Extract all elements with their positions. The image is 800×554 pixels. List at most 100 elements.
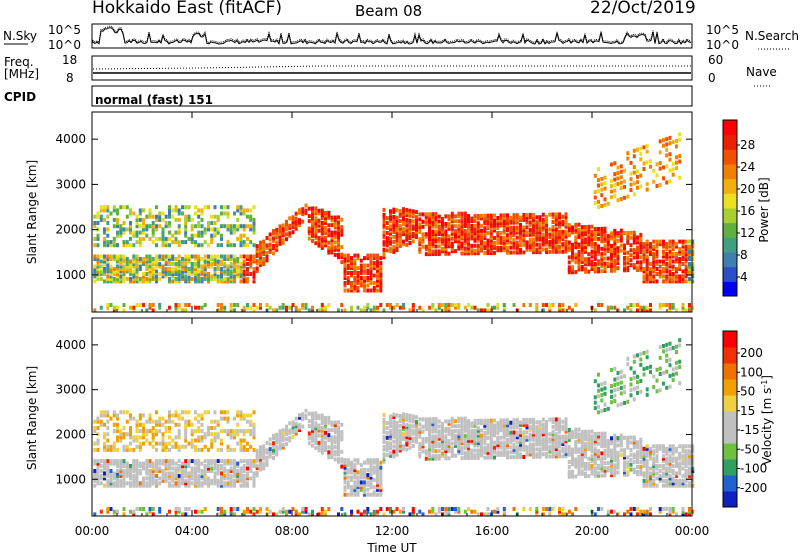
heatmap-cell [236,264,240,269]
heatmap-cell [457,229,461,234]
heatmap-cell [122,473,126,478]
heatmap-cell [320,438,324,443]
heatmap-cell [265,455,269,460]
heatmap-cell [411,419,415,424]
heatmap-cell [252,227,256,232]
heatmap-cell [610,258,613,263]
heatmap-cell [320,507,324,511]
heatmap-cell [424,439,428,444]
heatmap-cell [93,426,97,430]
heatmap-cell [444,439,448,444]
heatmap-cell [567,240,571,245]
heatmap-cell [109,471,113,476]
heatmap-cell [171,262,175,266]
heatmap-cell [220,441,223,446]
heatmap-cell [587,456,591,461]
heatmap-cell [626,268,630,273]
heatmap-cell [467,423,470,428]
heatmap-cell [421,308,425,313]
heatmap-cell [116,481,119,486]
heatmap-cell [688,305,691,310]
heatmap-cell [584,466,587,471]
heatmap-cell [223,416,227,421]
heatmap-cell [398,243,402,248]
heatmap-cell [242,447,246,452]
heatmap-cell [320,418,324,423]
heatmap-cell [681,252,685,256]
heatmap-cell [216,259,220,264]
heatmap-cell [181,481,184,486]
heatmap-cell [148,214,152,219]
heatmap-cell [184,257,188,261]
heatmap-cell [213,227,217,232]
heatmap-cell [645,257,649,261]
heatmap-cell [226,469,230,473]
heatmap-cell [480,445,483,450]
heatmap-cell [356,256,360,261]
heatmap-cell [320,416,324,421]
heatmap-cell [571,270,574,275]
heatmap-cell [600,226,604,231]
heatmap-cell [122,426,126,430]
heatmap-cell [421,417,425,422]
heatmap-cell [441,239,444,244]
heatmap-cell [577,435,581,439]
heatmap-cell [564,234,568,239]
heatmap-cell [194,438,197,443]
heatmap-cell [249,217,253,222]
heatmap-cell [450,226,454,231]
heatmap-cell [233,230,236,235]
heatmap-cell [395,208,399,213]
heatmap-cell [138,224,142,229]
heatmap-cell [99,422,103,427]
heatmap-cell [158,303,162,307]
heatmap-cell [324,418,327,423]
heatmap-cell [597,372,600,377]
heatmap-cell [151,461,155,466]
heatmap-cell [249,259,253,264]
heatmap-cell [184,483,188,488]
heatmap-cell [132,305,136,310]
heatmap-cell [424,217,428,222]
heatmap-cell [151,267,155,271]
heatmap-cell [431,427,435,431]
heatmap-cell [405,237,409,242]
heatmap-cell [444,251,448,256]
heatmap-cell [558,308,561,313]
heatmap-cell [216,274,220,279]
heatmap-cell [337,430,340,435]
heatmap-cell [210,276,214,281]
heatmap-cell [311,426,314,431]
heatmap-cell [567,435,571,440]
heatmap-cell [229,481,233,486]
heatmap-cell [333,437,337,442]
heatmap-cell [249,422,253,427]
heatmap-cell [483,246,487,251]
heatmap-cell [564,247,568,252]
heatmap-cell [320,445,324,450]
heatmap-cell [236,476,240,481]
heatmap-cell [142,435,145,440]
heatmap-cell [161,240,165,245]
heatmap-cell [493,509,496,514]
heatmap-cell [606,246,610,251]
heatmap-cell [437,229,441,234]
heatmap-cell [337,445,340,449]
heatmap-cell [369,271,373,275]
heatmap-cell [226,461,230,466]
heatmap-cell [359,463,363,468]
heatmap-cell [606,236,610,241]
heatmap-cell [476,448,480,453]
heatmap-cell [203,410,207,415]
heatmap-cell [129,227,132,232]
heatmap-cell [470,219,474,223]
heatmap-cell [333,235,337,240]
heatmap-cell [168,267,171,271]
heatmap-cell [122,221,126,225]
heatmap-cell [96,233,100,238]
heatmap-cell [158,416,162,421]
heatmap-cell [236,461,240,466]
heatmap-cell [519,432,522,437]
heatmap-cell [112,429,116,434]
heatmap-cell [252,507,256,511]
